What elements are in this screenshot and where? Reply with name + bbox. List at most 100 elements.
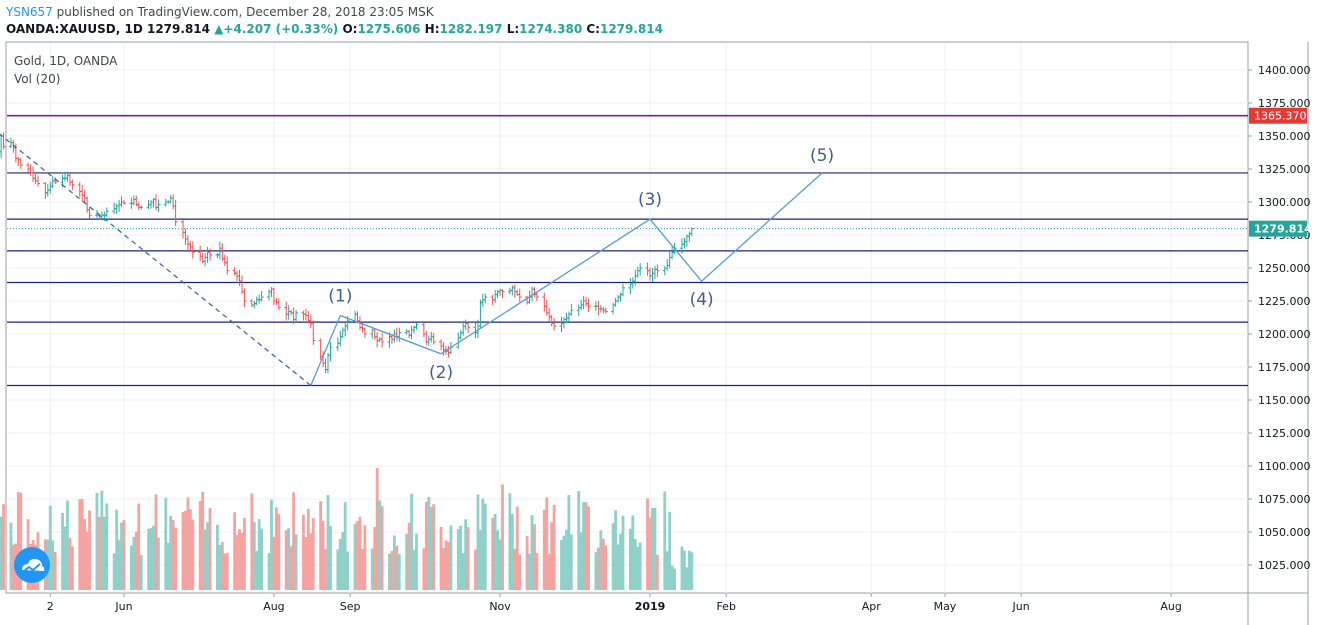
- volume-bar: [611, 523, 615, 590]
- price-tick-label: 1150.000: [1258, 394, 1311, 407]
- volume-bar: [294, 534, 298, 590]
- volume-bar: [0, 516, 3, 590]
- open-label: O:: [342, 22, 358, 36]
- volume-bar: [174, 527, 178, 590]
- resistance-tag: [1249, 107, 1307, 124]
- volume-bar: [66, 500, 69, 590]
- volume-bar: [565, 529, 568, 590]
- volume-bar: [604, 545, 608, 590]
- volume-bar: [117, 540, 121, 590]
- wave-label: (4): [690, 290, 714, 310]
- wave-drawings[interactable]: (1) (2) (3) (4) (5): [0, 133, 834, 386]
- volume-bar: [326, 495, 330, 590]
- volume-bar: [238, 529, 241, 590]
- price-tick-label: 1175.000: [1258, 361, 1311, 374]
- volume-bar: [164, 497, 168, 590]
- volume-bar: [122, 520, 126, 590]
- current-price-tag: [1249, 220, 1307, 237]
- symbol-label: OANDA:XAUUSD, 1D: [6, 22, 143, 36]
- volume-bar: [542, 509, 546, 590]
- volume-bar: [501, 484, 504, 590]
- volume-bar: [235, 535, 239, 590]
- volume-bar: [535, 553, 539, 590]
- volume-bar: [223, 553, 227, 590]
- high-value: 1282.197: [439, 22, 503, 36]
- volume-bar: [63, 526, 67, 590]
- volume-bar: [95, 492, 99, 590]
- volume-bar: [680, 546, 684, 590]
- volume-bar: [309, 533, 313, 590]
- volume-bar: [628, 528, 632, 590]
- time-tick-label: 2: [47, 600, 54, 613]
- candles: [0, 132, 694, 373]
- volume-bar: [405, 533, 409, 590]
- volume-bar: [361, 548, 364, 590]
- horizontal-levels[interactable]: [7, 114, 1248, 387]
- volume-bar: [533, 524, 536, 590]
- volume-bar: [560, 540, 563, 590]
- volume-bar: [152, 525, 155, 590]
- volume-bar: [100, 490, 104, 590]
- volume-bar: [653, 507, 657, 590]
- volume-legend[interactable]: Vol (20): [14, 72, 61, 86]
- volume-bar: [587, 506, 590, 590]
- time-tick-label: Feb: [716, 600, 735, 613]
- volume-bar: [547, 554, 551, 590]
- volume-bar: [129, 545, 133, 590]
- volume-bar: [380, 506, 384, 590]
- author-link[interactable]: YSN657: [6, 5, 53, 19]
- volume-bar: [51, 540, 55, 590]
- volume-bar: [410, 493, 413, 590]
- volume-bar: [464, 519, 468, 590]
- volume-bar: [476, 494, 480, 590]
- wave-label: (5): [810, 146, 834, 166]
- volume-bar: [427, 497, 431, 590]
- volume-bar: [648, 517, 652, 590]
- volume-bar: [422, 548, 426, 590]
- time-tick-label: Aug: [263, 600, 284, 613]
- current-price-tag-label: 1279.814: [1254, 223, 1312, 236]
- wave-label: (3): [638, 190, 662, 210]
- volume-bar: [218, 544, 222, 590]
- volume-bar: [461, 553, 465, 590]
- plot-frame: [5, 41, 1249, 594]
- volume-bar: [424, 501, 428, 590]
- volume-bar: [378, 500, 382, 590]
- volume-bar: [508, 493, 512, 590]
- volume-bar: [250, 493, 254, 590]
- volume-bar: [115, 509, 119, 590]
- volume-bar: [166, 542, 170, 590]
- tradingview-cloud-icon[interactable]: [14, 547, 50, 583]
- volume-bar: [449, 525, 453, 590]
- volume-bar: [53, 551, 57, 590]
- volume-bar: [619, 533, 622, 590]
- volume-bar: [577, 491, 581, 590]
- volume-bar: [651, 508, 654, 590]
- volume-bar: [243, 518, 246, 590]
- time-tick-label: Sep: [340, 600, 361, 613]
- volume-bar: [646, 498, 649, 590]
- volume-bar: [668, 511, 672, 590]
- publish-info: YSN657 published on TradingView.com, Dec…: [6, 5, 434, 19]
- volume-bar: [324, 549, 327, 590]
- volume-bar: [518, 554, 522, 590]
- time-tick-label: Aug: [1160, 600, 1181, 613]
- price-tick-label: 1400.000: [1258, 64, 1311, 77]
- volume-bar: [284, 530, 288, 590]
- open-value: 1275.606: [357, 22, 421, 36]
- volume-bar: [562, 535, 566, 590]
- volume-bar: [479, 529, 482, 590]
- volume-bar: [432, 504, 436, 590]
- series-legend[interactable]: Gold, 1D, OANDA: [14, 54, 118, 68]
- volume-bar: [616, 544, 620, 590]
- price-change: +4.207 (+0.33%): [223, 22, 339, 36]
- time-tick-label: 2019: [635, 600, 666, 613]
- price-tick-label: 1225.000: [1258, 295, 1311, 308]
- dashed-trend-line: [0, 133, 312, 386]
- volume-bar: [112, 553, 116, 590]
- time-tick-label: Jun: [1012, 600, 1030, 613]
- volume-bar: [395, 545, 399, 590]
- price-tick-label: 1350.000: [1258, 130, 1311, 143]
- price-tick-label: 1050.000: [1258, 526, 1311, 539]
